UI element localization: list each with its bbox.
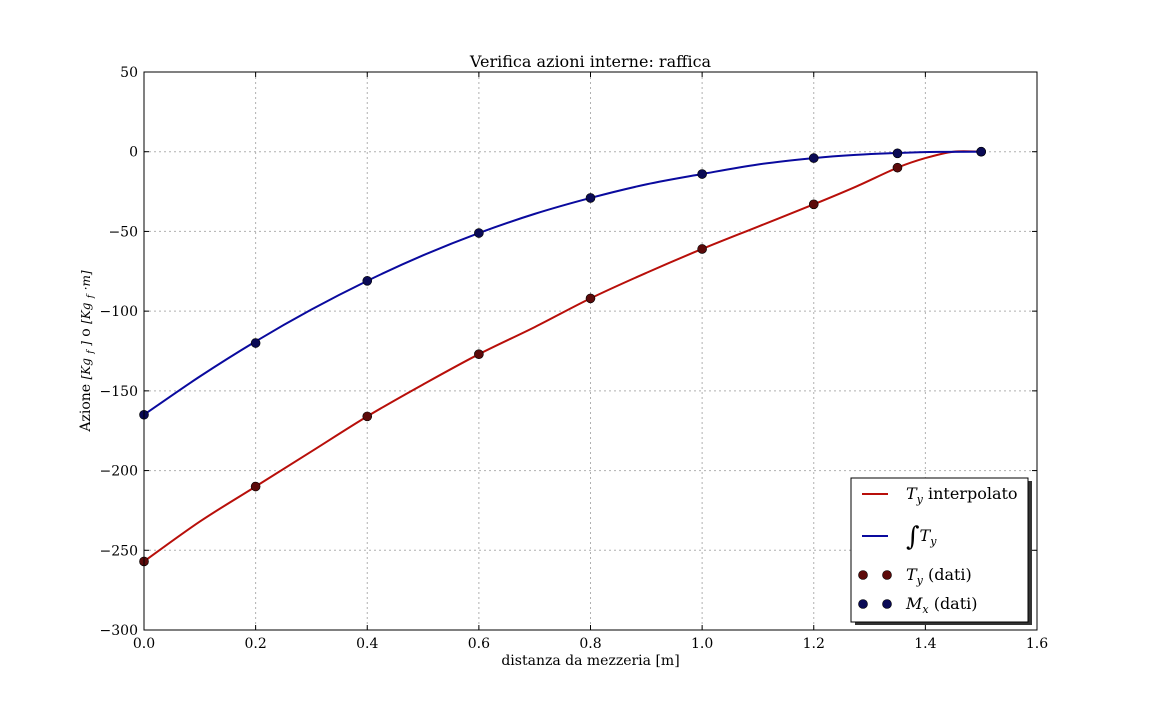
data-point-series-3 [697, 169, 707, 179]
legend-label: Mx (dati) [905, 594, 978, 616]
y-tick-label: −150 [100, 384, 138, 400]
y-tick-label: −100 [100, 304, 138, 320]
x-tick-label: 0.8 [579, 636, 601, 652]
y-axis-label: Azione [Kg f ] o [Kg f ·m] [78, 270, 97, 433]
data-point-series-3 [250, 338, 261, 348]
x-tick-label: 0.4 [356, 636, 378, 652]
data-point-series-3 [362, 276, 373, 286]
x-tick-label: 0.6 [468, 636, 490, 652]
data-point-series-2 [362, 411, 373, 422]
series-line-1 [143, 150, 982, 416]
data-point-series-3 [585, 193, 596, 203]
legend-marker [858, 570, 868, 580]
legend-label: Ty (dati) [906, 565, 972, 587]
plot-series [139, 146, 986, 567]
x-tick-label: 1.4 [914, 636, 936, 652]
y-tick-label: 50 [120, 65, 138, 81]
x-tick-label: 0.2 [244, 636, 266, 652]
y-tick-label: 0 [129, 145, 138, 161]
data-point-series-3 [892, 148, 903, 159]
data-point-series-2 [474, 349, 484, 359]
x-tick-label: 0.0 [133, 636, 155, 652]
legend-marker [858, 599, 868, 609]
legend-label: ∫Ty [906, 522, 937, 552]
y-tick-label: −50 [108, 224, 138, 240]
data-point-series-3 [808, 153, 819, 163]
data-point-series-2 [808, 199, 819, 210]
x-tick-label: 1.0 [691, 636, 713, 652]
legend-marker [882, 599, 892, 609]
x-axis-label: distanza da mezzeria [m] [501, 653, 679, 669]
legend-box [850, 477, 1029, 623]
axis-ticks: 0.0 0.2 0.4 0.6 0.8 1.0 1.2 1.4 1.6 50 0 −50 −100 −15… [100, 65, 1049, 652]
y-tick-label: −200 [100, 464, 138, 480]
data-point-series-2 [250, 481, 261, 492]
y-tick-label: −300 [100, 623, 138, 639]
legend-label: Ty interpolato [906, 484, 1018, 506]
y-tick-label: −250 [100, 543, 138, 559]
legend-marker [882, 570, 892, 580]
data-point-series-3 [976, 146, 986, 157]
data-point-series-2 [585, 293, 596, 304]
data-point-series-3 [474, 228, 484, 238]
x-tick-label: 1.2 [803, 636, 825, 652]
legend: Ty interpolato ∫Ty Ty (dati) Mx (dati) [850, 477, 1032, 625]
chart-title: Verifica azioni interne: raffica [469, 52, 712, 71]
x-tick-label: 1.6 [1026, 636, 1048, 652]
data-point-series-2 [697, 244, 707, 254]
data-point-series-2 [892, 162, 903, 173]
